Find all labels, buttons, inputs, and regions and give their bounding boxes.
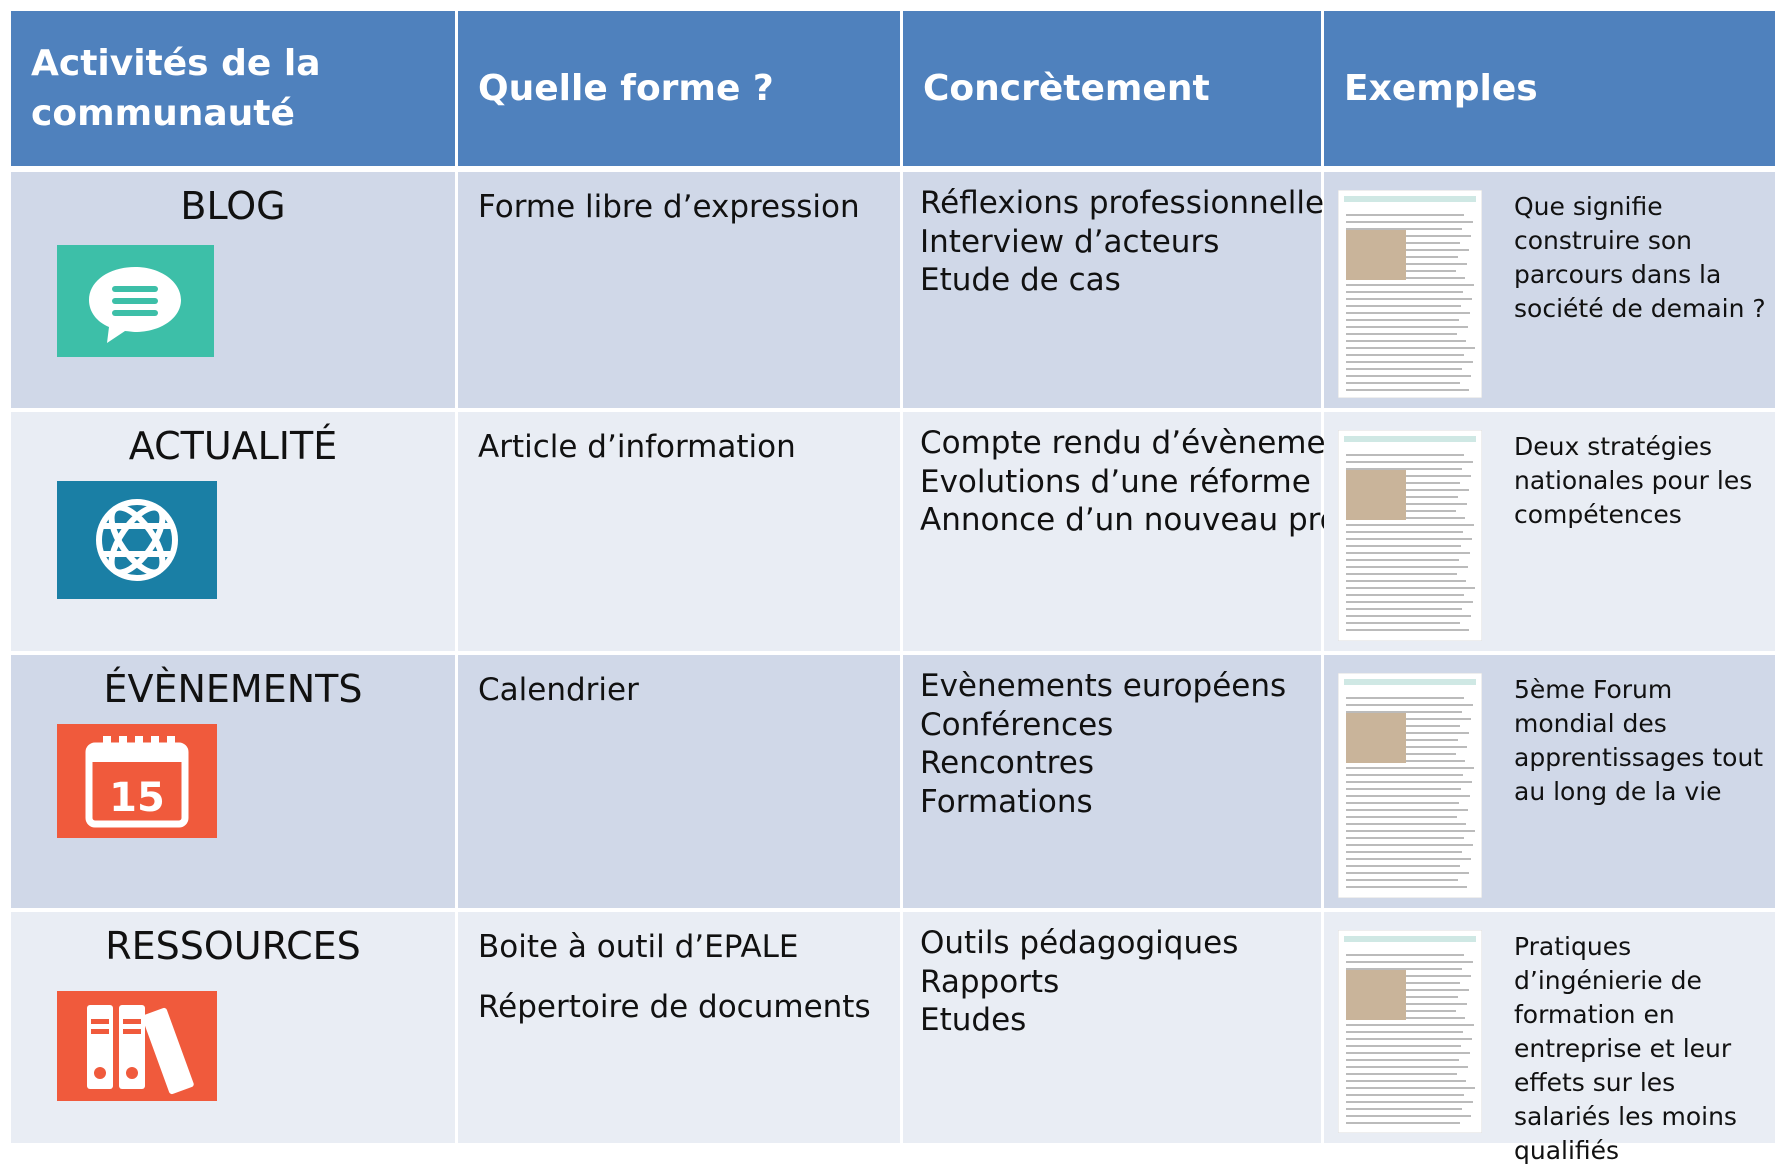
- icon-text: 15: [109, 775, 165, 821]
- table-cell: Pratiques d’ingénierie de formation en e…: [1324, 912, 1775, 1165]
- concrete-item: Rapports: [920, 963, 1060, 1000]
- activity-label: RESSOURCES: [105, 924, 361, 968]
- concrete-item: Réflexions professionnelles: [920, 185, 1341, 221]
- table-cell: 5ème Forum mondial des apprentissages to…: [1324, 655, 1775, 908]
- thumbnail: [1337, 429, 1483, 645]
- table-cell: ACTUALITÉ: [11, 412, 455, 651]
- concrete-item: Interview d’acteurs: [920, 223, 1220, 260]
- header-cell: Activités de la communauté: [11, 11, 455, 166]
- example-text: 5ème Forum mondial des apprentissages to…: [1514, 675, 1764, 806]
- form-text: Forme libre d’expression: [478, 189, 860, 225]
- table-cell: Calendrier: [458, 655, 900, 908]
- table-cell: Evènements européens Conférences Rencontre…: [903, 655, 1321, 908]
- concrete-item: Evolutions d’une réforme: [920, 463, 1311, 500]
- activity-label: ACTUALITÉ: [128, 424, 338, 468]
- concrete-item: Etudes: [920, 1002, 1027, 1038]
- example-text: Deux stratégies nationales pour les comp…: [1514, 432, 1753, 529]
- thumbnail: [1337, 672, 1483, 902]
- activity-label: BLOG: [180, 184, 286, 228]
- concrete-item: Annonce d’un nouveau projet: [920, 502, 1379, 538]
- table-cell: Deux stratégies nationales pour les comp…: [1324, 412, 1775, 651]
- thumbnail: [1337, 189, 1483, 402]
- table-cell: Article d’information: [458, 412, 900, 651]
- table-cell: ÉVÈNEMENTS 15: [11, 655, 455, 908]
- concrete-item: Etude de cas: [920, 262, 1121, 298]
- icon: [57, 245, 214, 357]
- header-cell: Quelle forme ?: [458, 11, 900, 166]
- form-text: Boite à outil d’EPALE: [478, 929, 799, 965]
- table-cell: Réflexions professionnelles Interview d’a…: [903, 172, 1340, 408]
- form-text: Article d’information: [478, 429, 796, 465]
- header-cell: Concrètement: [903, 11, 1321, 166]
- concrete-item: Formations: [920, 783, 1093, 820]
- activity-label: ÉVÈNEMENTS: [103, 667, 363, 711]
- icon: [57, 481, 217, 599]
- icon: [57, 991, 217, 1103]
- form-text: Répertoire de documents: [478, 989, 871, 1025]
- icon: 15: [57, 724, 217, 838]
- table-cell: RESSOURCES: [11, 912, 455, 1143]
- table-cell: Compte rendu d’évènements Evolutions d’un…: [903, 412, 1379, 651]
- table-cell: Outils pédagogiques Rapports Etudes: [903, 912, 1321, 1143]
- table-cell: BLOG: [11, 172, 455, 408]
- form-text: Calendrier: [478, 672, 639, 708]
- table-cell: Boite à outil d’EPALE Répertoire de docum…: [458, 912, 900, 1143]
- thumbnail: [1337, 929, 1483, 1137]
- concrete-item: Compte rendu d’évènements: [920, 425, 1374, 461]
- concrete-item: Evènements européens: [920, 668, 1287, 704]
- table: Activités de la communauté Quelle forme ?…: [11, 11, 1775, 1165]
- example-text: Que signifie construire son parcours dan…: [1514, 192, 1766, 323]
- concrete-item: Rencontres: [920, 745, 1094, 781]
- table-cell: Que signifie construire son parcours dan…: [1324, 172, 1775, 408]
- example-text: Pratiques d’ingénierie de formation en e…: [1514, 932, 1737, 1165]
- concrete-item: Conférences: [920, 706, 1114, 743]
- concrete-item: Outils pédagogiques: [920, 925, 1239, 961]
- header-cell: Exemples: [1324, 11, 1775, 166]
- table-cell: Forme libre d’expression: [458, 172, 900, 408]
